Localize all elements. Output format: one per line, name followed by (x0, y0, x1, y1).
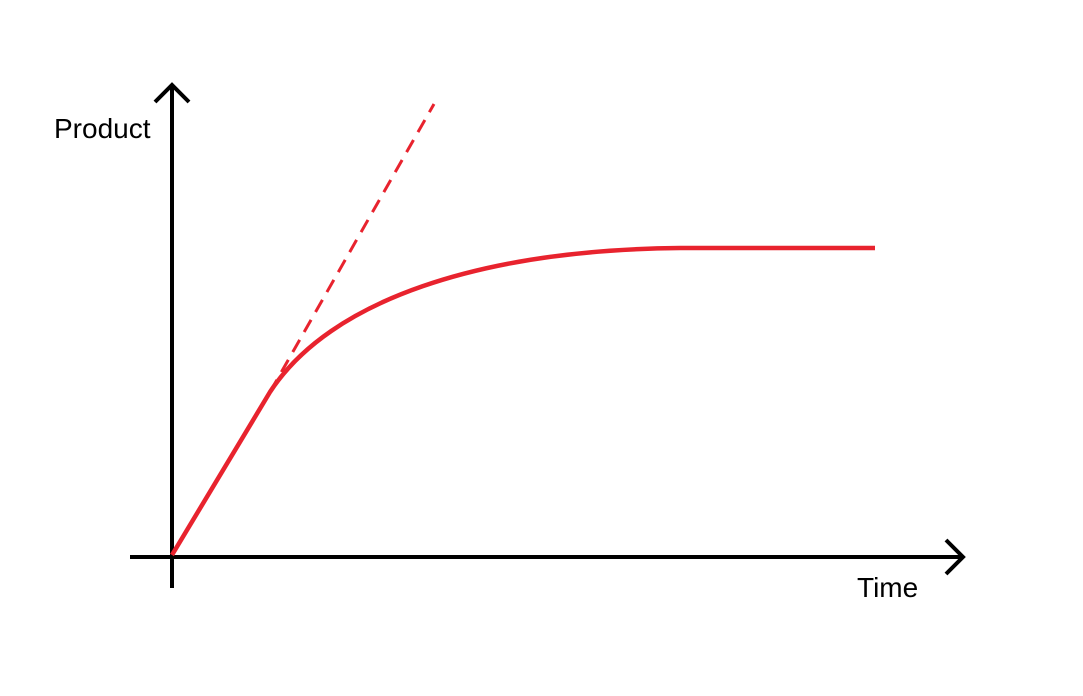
x-axis-arrow (944, 538, 966, 576)
tangent-line (268, 103, 436, 393)
product-curve (170, 245, 875, 557)
x-axis-label: Time (857, 572, 918, 603)
y-axis-label: Product (54, 113, 151, 144)
y-axis-arrow (153, 82, 191, 104)
